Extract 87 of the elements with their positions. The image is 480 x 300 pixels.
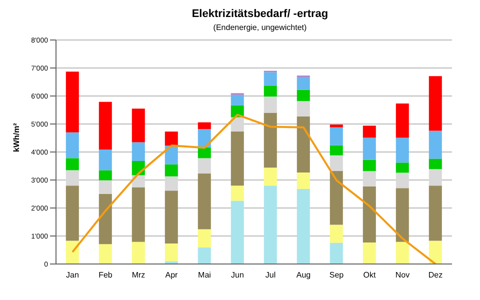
bar xyxy=(164,176,178,191)
bar xyxy=(362,171,376,186)
bar xyxy=(66,158,79,170)
x-tick-label: Aug xyxy=(296,270,311,280)
bar xyxy=(164,164,178,176)
x-tick-label: Jan xyxy=(66,270,79,280)
bar xyxy=(164,190,178,244)
bar xyxy=(230,94,244,106)
bar xyxy=(330,145,343,156)
x-tick-label: Okt xyxy=(363,270,376,280)
bar xyxy=(132,187,145,242)
bar xyxy=(98,180,112,194)
bar xyxy=(264,168,277,186)
bar xyxy=(198,229,211,248)
x-tick-label: Nov xyxy=(395,270,410,280)
bar xyxy=(264,186,277,264)
bar xyxy=(98,170,112,180)
bar xyxy=(362,186,376,242)
bar xyxy=(264,72,277,86)
bar xyxy=(98,244,112,264)
bar xyxy=(428,130,442,159)
bar xyxy=(198,122,211,130)
bar xyxy=(396,162,409,173)
bar xyxy=(198,174,211,230)
bar xyxy=(98,149,112,170)
bar xyxy=(230,132,244,186)
bar xyxy=(428,76,442,131)
bar xyxy=(330,242,343,264)
bar xyxy=(330,171,343,225)
bar xyxy=(396,172,409,188)
bar xyxy=(264,96,277,113)
bar xyxy=(296,172,310,189)
x-tick-label: Jul xyxy=(265,270,276,280)
bar xyxy=(428,158,442,170)
bar xyxy=(230,186,244,201)
bar xyxy=(296,76,310,90)
x-tick-label: Mrz xyxy=(132,270,146,280)
x-tick-label: Jun xyxy=(231,270,244,280)
bar xyxy=(98,194,112,244)
bar xyxy=(230,117,244,132)
bar xyxy=(198,147,211,158)
bar xyxy=(362,126,376,138)
bar xyxy=(396,104,409,138)
line-series xyxy=(72,114,436,264)
bar xyxy=(362,138,376,160)
bar xyxy=(296,188,310,264)
bar xyxy=(362,242,376,264)
bar xyxy=(296,116,310,172)
chart-subtitle: (Endenergie, ungewichtet) xyxy=(212,23,308,32)
chart-title: Elektrizitätsbedarf/ -ertrag xyxy=(190,8,330,20)
bar xyxy=(264,86,277,97)
bar xyxy=(330,127,343,146)
bar xyxy=(230,200,244,264)
bar xyxy=(132,242,145,264)
bar xyxy=(428,186,442,241)
bar xyxy=(296,90,310,102)
bar xyxy=(164,146,178,164)
bar xyxy=(396,138,409,163)
bar xyxy=(198,247,211,264)
bar xyxy=(296,101,310,116)
x-tick-label: Feb xyxy=(98,270,113,280)
bar xyxy=(428,169,442,186)
bar xyxy=(66,132,79,158)
bar xyxy=(98,102,112,150)
bar xyxy=(66,170,79,186)
bar xyxy=(330,155,343,172)
bar xyxy=(66,186,79,241)
bar xyxy=(396,242,409,264)
bar xyxy=(132,108,145,142)
bar xyxy=(66,72,79,132)
bar xyxy=(132,175,145,188)
bar xyxy=(164,244,178,262)
x-tick-label: Dez xyxy=(428,270,443,280)
bar xyxy=(330,224,343,243)
y-axis-title: kWh/m² xyxy=(12,122,21,152)
x-tick-label: Apr xyxy=(165,270,178,280)
bar xyxy=(428,240,442,264)
bar xyxy=(330,124,343,128)
bar xyxy=(66,240,79,264)
bar xyxy=(264,112,277,168)
bar xyxy=(362,160,376,172)
x-tick-label: Sep xyxy=(329,270,344,280)
bar xyxy=(396,188,409,242)
bar xyxy=(132,142,145,161)
bar xyxy=(164,132,178,146)
bar xyxy=(198,158,211,174)
x-tick-label: Mai xyxy=(198,270,212,280)
